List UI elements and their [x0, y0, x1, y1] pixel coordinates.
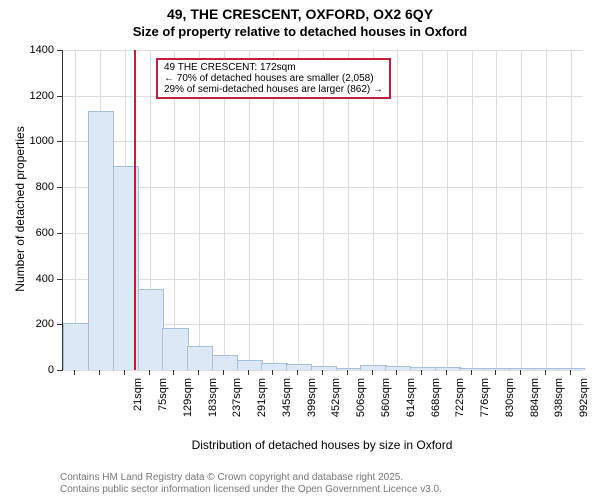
y-tick — [57, 279, 62, 280]
grid-line-vertical — [472, 50, 473, 370]
histogram-bar — [138, 289, 164, 370]
x-tick — [545, 370, 546, 375]
y-axis-label: Number of detached properties — [13, 99, 27, 319]
histogram-bar — [435, 367, 461, 370]
histogram-bar — [88, 111, 114, 370]
x-tick — [347, 370, 348, 375]
y-tick-label: 600 — [0, 227, 54, 239]
histogram-bar — [509, 368, 535, 370]
x-tick-label: 992sqm — [578, 378, 590, 438]
y-tick — [57, 96, 62, 97]
grid-line-vertical — [521, 50, 522, 370]
x-tick-label: 506sqm — [355, 378, 367, 438]
grid-line-vertical — [496, 50, 497, 370]
x-tick — [99, 370, 100, 375]
y-tick-label: 400 — [0, 273, 54, 285]
x-tick-label: 345sqm — [281, 378, 293, 438]
histogram-bar — [459, 368, 485, 370]
y-tick-label: 1000 — [0, 135, 54, 147]
grid-line-vertical — [447, 50, 448, 370]
x-tick-label: 560sqm — [380, 378, 392, 438]
x-tick — [446, 370, 447, 375]
grid-line-vertical — [571, 50, 572, 370]
x-tick-label: 614sqm — [405, 378, 417, 438]
annotation-line: ← 70% of detached houses are smaller (2,… — [164, 73, 383, 84]
chart-subtitle: Size of property relative to detached ho… — [0, 24, 600, 39]
footer-line-2: Contains public sector information licen… — [60, 484, 442, 495]
x-tick — [173, 370, 174, 375]
histogram-bar — [385, 366, 411, 370]
footer-line-1: Contains HM Land Registry data © Crown c… — [60, 472, 403, 483]
y-tick — [57, 141, 62, 142]
x-tick — [74, 370, 75, 375]
x-tick-label: 183sqm — [207, 378, 219, 438]
y-tick-label: 1400 — [0, 44, 54, 56]
y-tick — [57, 187, 62, 188]
y-tick — [57, 370, 62, 371]
x-tick — [495, 370, 496, 375]
histogram-bar — [237, 360, 263, 370]
x-tick-label: 830sqm — [504, 378, 516, 438]
x-tick — [396, 370, 397, 375]
chart-container: 49, THE CRESCENT, OXFORD, OX2 6QY Size o… — [0, 0, 600, 500]
x-tick-label: 668sqm — [430, 378, 442, 438]
x-tick-label: 129sqm — [182, 378, 194, 438]
histogram-bar — [212, 355, 238, 370]
histogram-bar — [261, 363, 287, 370]
x-tick — [372, 370, 373, 375]
annotation-line: 49 THE CRESCENT: 172sqm — [164, 62, 383, 73]
histogram-bar — [311, 366, 337, 370]
x-tick — [297, 370, 298, 375]
x-tick-label: 938sqm — [553, 378, 565, 438]
reference-line — [134, 50, 136, 370]
x-tick-label: 722sqm — [454, 378, 466, 438]
x-tick-label: 291sqm — [256, 378, 268, 438]
x-axis-label: Distribution of detached houses by size … — [62, 438, 582, 452]
x-tick — [421, 370, 422, 375]
y-tick-label: 0 — [0, 364, 54, 376]
histogram-bar — [286, 364, 312, 370]
histogram-bar — [410, 367, 436, 370]
y-tick-label: 1200 — [0, 90, 54, 102]
y-tick-label: 200 — [0, 318, 54, 330]
grid-line-horizontal — [63, 370, 583, 371]
x-tick — [570, 370, 571, 375]
x-tick — [272, 370, 273, 375]
x-tick-label: 776sqm — [479, 378, 491, 438]
y-tick — [57, 324, 62, 325]
x-tick-label: 452sqm — [330, 378, 342, 438]
x-tick — [223, 370, 224, 375]
histogram-bar — [558, 368, 584, 370]
x-tick — [248, 370, 249, 375]
x-tick-label: 75sqm — [157, 378, 169, 438]
x-tick-label: 884sqm — [529, 378, 541, 438]
annotation-line: 29% of semi-detached houses are larger (… — [164, 84, 383, 95]
x-tick — [198, 370, 199, 375]
grid-line-vertical — [422, 50, 423, 370]
histogram-bar — [187, 346, 213, 370]
y-tick-label: 800 — [0, 181, 54, 193]
grid-line-vertical — [75, 50, 76, 370]
histogram-bar — [360, 365, 386, 370]
y-tick — [57, 233, 62, 234]
x-tick — [471, 370, 472, 375]
x-tick — [149, 370, 150, 375]
y-tick — [57, 50, 62, 51]
grid-line-vertical — [397, 50, 398, 370]
x-tick — [520, 370, 521, 375]
histogram-bar — [484, 368, 510, 370]
histogram-bar — [336, 368, 362, 370]
chart-title: 49, THE CRESCENT, OXFORD, OX2 6QY — [0, 6, 600, 22]
histogram-bar — [162, 328, 188, 370]
histogram-bar — [534, 368, 560, 370]
x-tick-label: 237sqm — [231, 378, 243, 438]
x-tick-label: 21sqm — [132, 378, 144, 438]
histogram-bar — [63, 323, 89, 370]
grid-line-vertical — [546, 50, 547, 370]
x-tick — [322, 370, 323, 375]
x-tick-label: 399sqm — [306, 378, 318, 438]
x-tick — [124, 370, 125, 375]
annotation-box: 49 THE CRESCENT: 172sqm← 70% of detached… — [156, 58, 391, 99]
